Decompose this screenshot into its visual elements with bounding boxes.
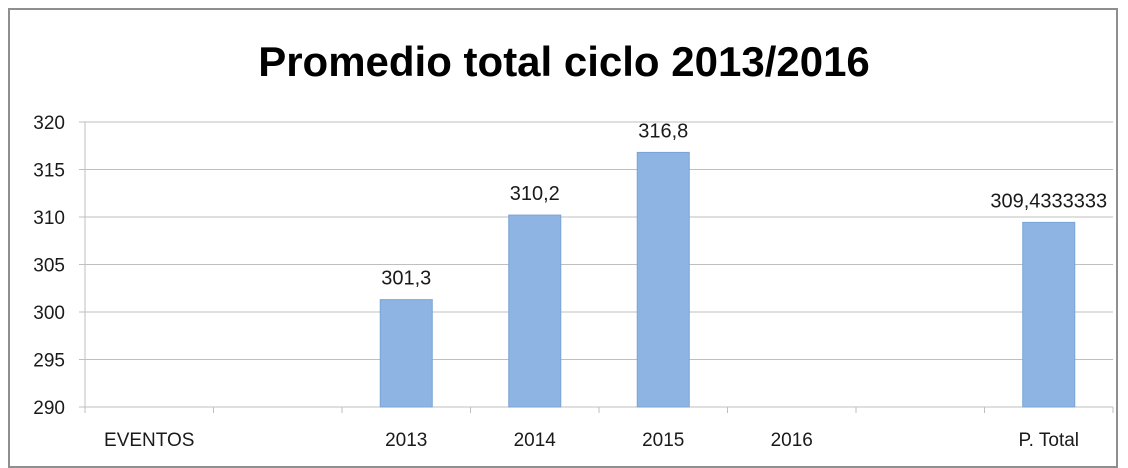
y-tick-label: 315 — [33, 161, 65, 182]
x-tick-label: P. Total — [1018, 430, 1079, 451]
y-tick-label: 305 — [33, 256, 65, 277]
y-tick-label: 320 — [33, 113, 65, 134]
data-label: 309,4333333 — [990, 190, 1107, 212]
bar — [508, 214, 562, 408]
data-label: 310,2 — [510, 183, 560, 205]
bar — [636, 151, 690, 408]
x-tick-label: 2014 — [514, 430, 557, 451]
x-tick-label: 2015 — [642, 430, 684, 451]
data-label: 316,8 — [638, 120, 688, 142]
y-tick-label: 300 — [33, 303, 65, 324]
y-tick-label: 310 — [33, 208, 65, 229]
x-tick-label: 2016 — [771, 430, 813, 451]
bar — [1022, 221, 1076, 408]
data-label: 301,3 — [381, 268, 431, 290]
bars — [379, 151, 1076, 408]
y-tick-label: 290 — [33, 398, 65, 419]
labels: 290 295 300 305 310 315 320 EVENTOS 301,3 2013 310… — [33, 113, 1107, 451]
chart-frame — [8, 8, 1118, 468]
bar — [379, 299, 433, 408]
x-tick-label: 2013 — [385, 430, 427, 451]
y-tick-label: 295 — [33, 351, 65, 372]
chart-title: Promedio total ciclo 2013/2016 — [258, 38, 870, 85]
gridlines — [79, 121, 1114, 413]
x-tick-label: EVENTOS — [104, 430, 194, 451]
